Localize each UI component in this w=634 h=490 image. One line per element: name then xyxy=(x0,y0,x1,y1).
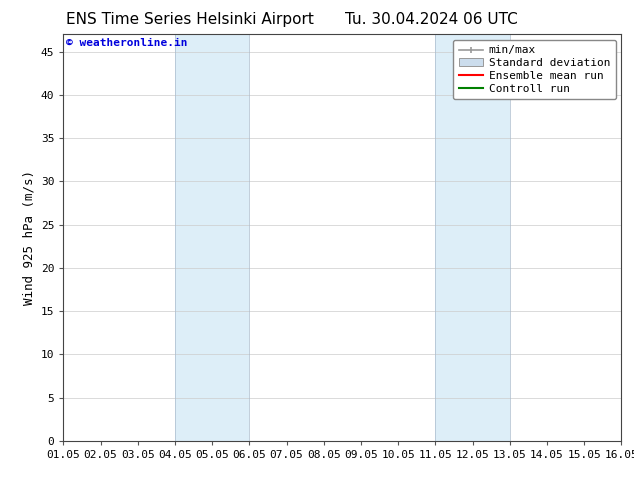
Text: ENS Time Series Helsinki Airport: ENS Time Series Helsinki Airport xyxy=(67,12,314,27)
Text: © weatheronline.in: © weatheronline.in xyxy=(66,38,188,49)
Legend: min/max, Standard deviation, Ensemble mean run, Controll run: min/max, Standard deviation, Ensemble me… xyxy=(453,40,616,99)
Text: Tu. 30.04.2024 06 UTC: Tu. 30.04.2024 06 UTC xyxy=(345,12,517,27)
Bar xyxy=(175,34,249,441)
Y-axis label: Wind 925 hPa (m/s): Wind 925 hPa (m/s) xyxy=(22,170,36,305)
Bar xyxy=(436,34,510,441)
